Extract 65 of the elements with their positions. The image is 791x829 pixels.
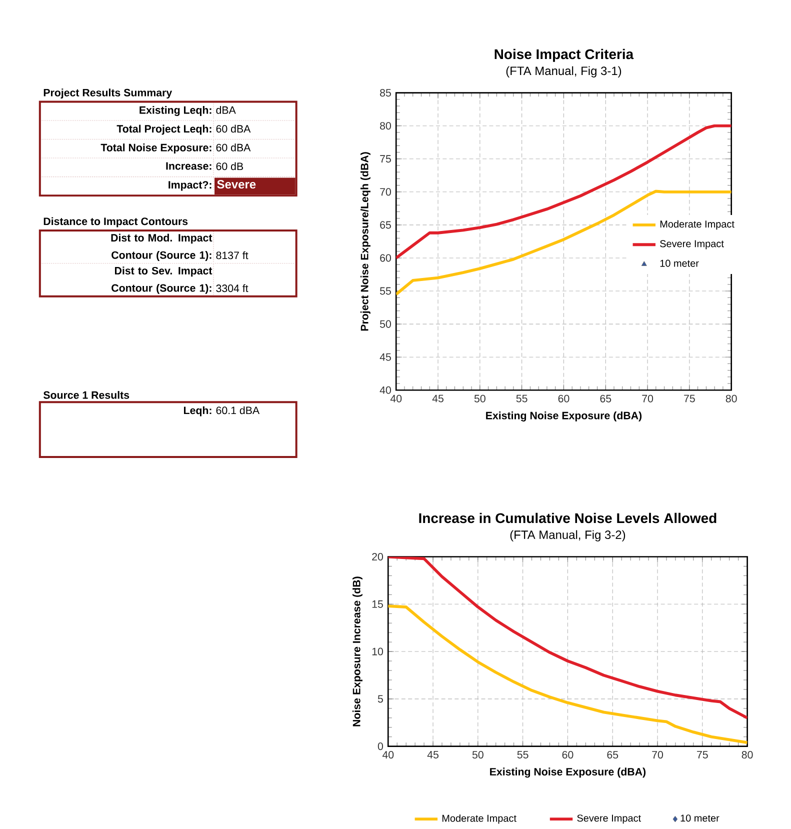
text: Total Noise Exposure: xyxy=(100,144,212,154)
x-tick-label: 60 xyxy=(558,394,570,402)
text: 3304 ft xyxy=(216,284,248,292)
x-axis-title: Existing Noise Exposure (dBA) xyxy=(490,768,646,778)
x-tick-label: 45 xyxy=(432,394,444,402)
text: Dist to Sev. Impact Contour (Source 1): xyxy=(111,266,212,294)
y-tick-label: 80 xyxy=(380,122,391,130)
y-tick-label: 45 xyxy=(380,353,391,361)
chart-subtitle: (FTA Manual, Fig 3-1) xyxy=(506,66,621,78)
x-tick-label: 50 xyxy=(474,394,486,402)
y-tick-label: 65 xyxy=(380,221,391,229)
legend-label: Severe Impact xyxy=(577,814,641,824)
text: 60 dB xyxy=(216,162,243,170)
y-tick-label: 0 xyxy=(378,742,383,750)
x-tick-label: 45 xyxy=(427,751,438,758)
chart-subtitle: (FTA Manual, Fig 3-2) xyxy=(510,530,625,542)
x-tick-label: 80 xyxy=(742,751,753,759)
x-tick-label: 50 xyxy=(472,751,484,759)
legend-label: Moderate Impact xyxy=(442,814,516,824)
x-tick-label: 65 xyxy=(600,394,611,402)
x-tick-label: 75 xyxy=(696,751,708,758)
text: 8137 ft xyxy=(216,251,248,260)
legend-label: 10 meter xyxy=(680,814,720,822)
text: Leqh: xyxy=(184,406,212,416)
y-tick-label: 75 xyxy=(380,155,391,163)
x-tick-label: 75 xyxy=(684,394,695,402)
text: Project Results Summary xyxy=(44,88,172,99)
x-tick-label: 65 xyxy=(607,751,618,759)
y-axis-title: Project Noise Exposure/Leqh (dBA) xyxy=(360,152,370,331)
y-axis-title: Noise Exposure Increase (dB) xyxy=(352,576,362,726)
y-tick-label: 50 xyxy=(380,320,391,328)
y-tick-label: 10 xyxy=(372,648,383,656)
text: Total Project Leqh: xyxy=(116,124,212,135)
text: 60 dBA xyxy=(216,124,251,133)
text: Increase: xyxy=(166,162,212,170)
text: Distance to Impact Contours xyxy=(44,217,188,228)
y-tick-label: 60 xyxy=(380,254,391,262)
y-tick-label: 55 xyxy=(380,287,391,295)
text: 60.1 dBA xyxy=(216,406,260,414)
legend-label: Moderate Impact xyxy=(660,220,734,230)
x-tick-label: 55 xyxy=(516,394,528,402)
x-tick-label: 70 xyxy=(642,394,653,402)
y-tick-label: 70 xyxy=(380,188,391,196)
x-tick-label: 70 xyxy=(652,751,663,759)
text: Dist to Mod. Impact Contour (Source 1): xyxy=(111,234,212,261)
text: 60 dBA xyxy=(216,144,251,152)
y-tick-label: 15 xyxy=(372,600,383,608)
y-tick-label: 40 xyxy=(380,386,391,394)
x-tick-label: 60 xyxy=(562,751,574,759)
text: Severe xyxy=(217,180,256,189)
chart-title: Noise Impact Criteria xyxy=(494,48,634,62)
text: Source 1 Results xyxy=(43,391,129,399)
legend-label: Severe Impact xyxy=(660,240,724,250)
text: dBA xyxy=(216,106,236,114)
text: Existing Leqh: xyxy=(140,106,212,116)
text: Impact?: xyxy=(168,181,212,191)
x-axis-title: Existing Noise Exposure (dBA) xyxy=(486,411,642,422)
x-tick-label: 80 xyxy=(726,394,737,402)
legend-label: 10 meter xyxy=(660,260,699,267)
y-tick-label: 5 xyxy=(378,695,383,703)
y-tick-label: 85 xyxy=(380,89,391,97)
y-tick-label: 20 xyxy=(372,552,383,561)
x-tick-label: 40 xyxy=(390,394,402,402)
chart-title: Increase in Cumulative Noise Levels Allowed xyxy=(419,512,716,524)
x-tick-label: 55 xyxy=(517,751,528,758)
